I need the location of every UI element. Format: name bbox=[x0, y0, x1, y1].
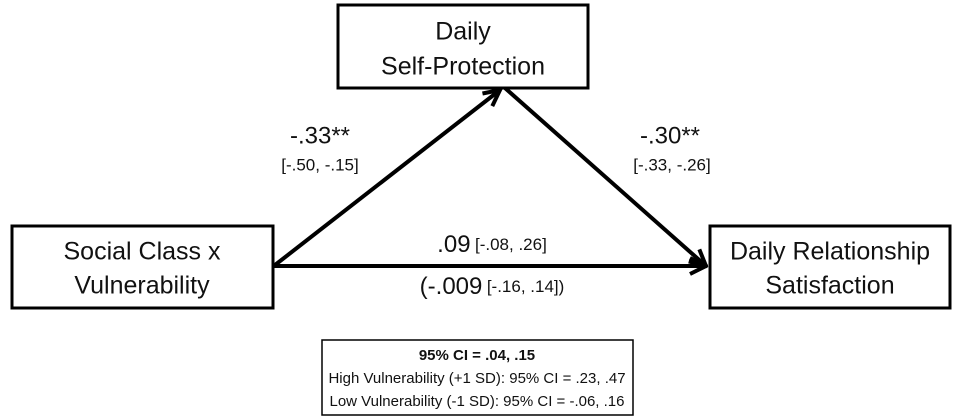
node-label: Self-Protection bbox=[381, 53, 545, 81]
node-box bbox=[336, 3, 590, 90]
path-coef: .09 bbox=[437, 231, 470, 258]
node-label: Satisfaction bbox=[765, 272, 894, 300]
note-box bbox=[321, 339, 634, 416]
path-ci: [-.16, .14]) bbox=[487, 277, 564, 296]
direct-effect: .09 [-.08, .26] bbox=[437, 231, 547, 258]
note-title: 95% CI = .04, .15 bbox=[419, 347, 535, 364]
arrow-b bbox=[503, 86, 706, 266]
note-line: Low Vulnerability (-1 SD): 95% CI = -.06… bbox=[330, 393, 625, 410]
path-coef: (-.009 bbox=[420, 273, 483, 300]
path-ci: [-.08, .26] bbox=[475, 235, 547, 254]
node-label: Daily bbox=[435, 18, 491, 46]
node-label: Daily Relationship bbox=[730, 238, 930, 266]
arrow-a bbox=[273, 90, 500, 267]
path-ci: [-.33, -.26] bbox=[633, 155, 710, 174]
node-box bbox=[10, 224, 275, 310]
path-ci: [-.50, -.15] bbox=[281, 155, 358, 174]
node-box bbox=[708, 224, 952, 310]
path-coef: -.30** bbox=[640, 122, 700, 149]
node-label: Vulnerability bbox=[74, 272, 210, 300]
total-effect: (-.009 [-.16, .14]) bbox=[420, 273, 565, 300]
path-coef: -.33** bbox=[290, 122, 350, 149]
node-label: Social Class x bbox=[64, 238, 221, 266]
note-line: High Vulnerability (+1 SD): 95% CI = .23… bbox=[328, 370, 625, 387]
